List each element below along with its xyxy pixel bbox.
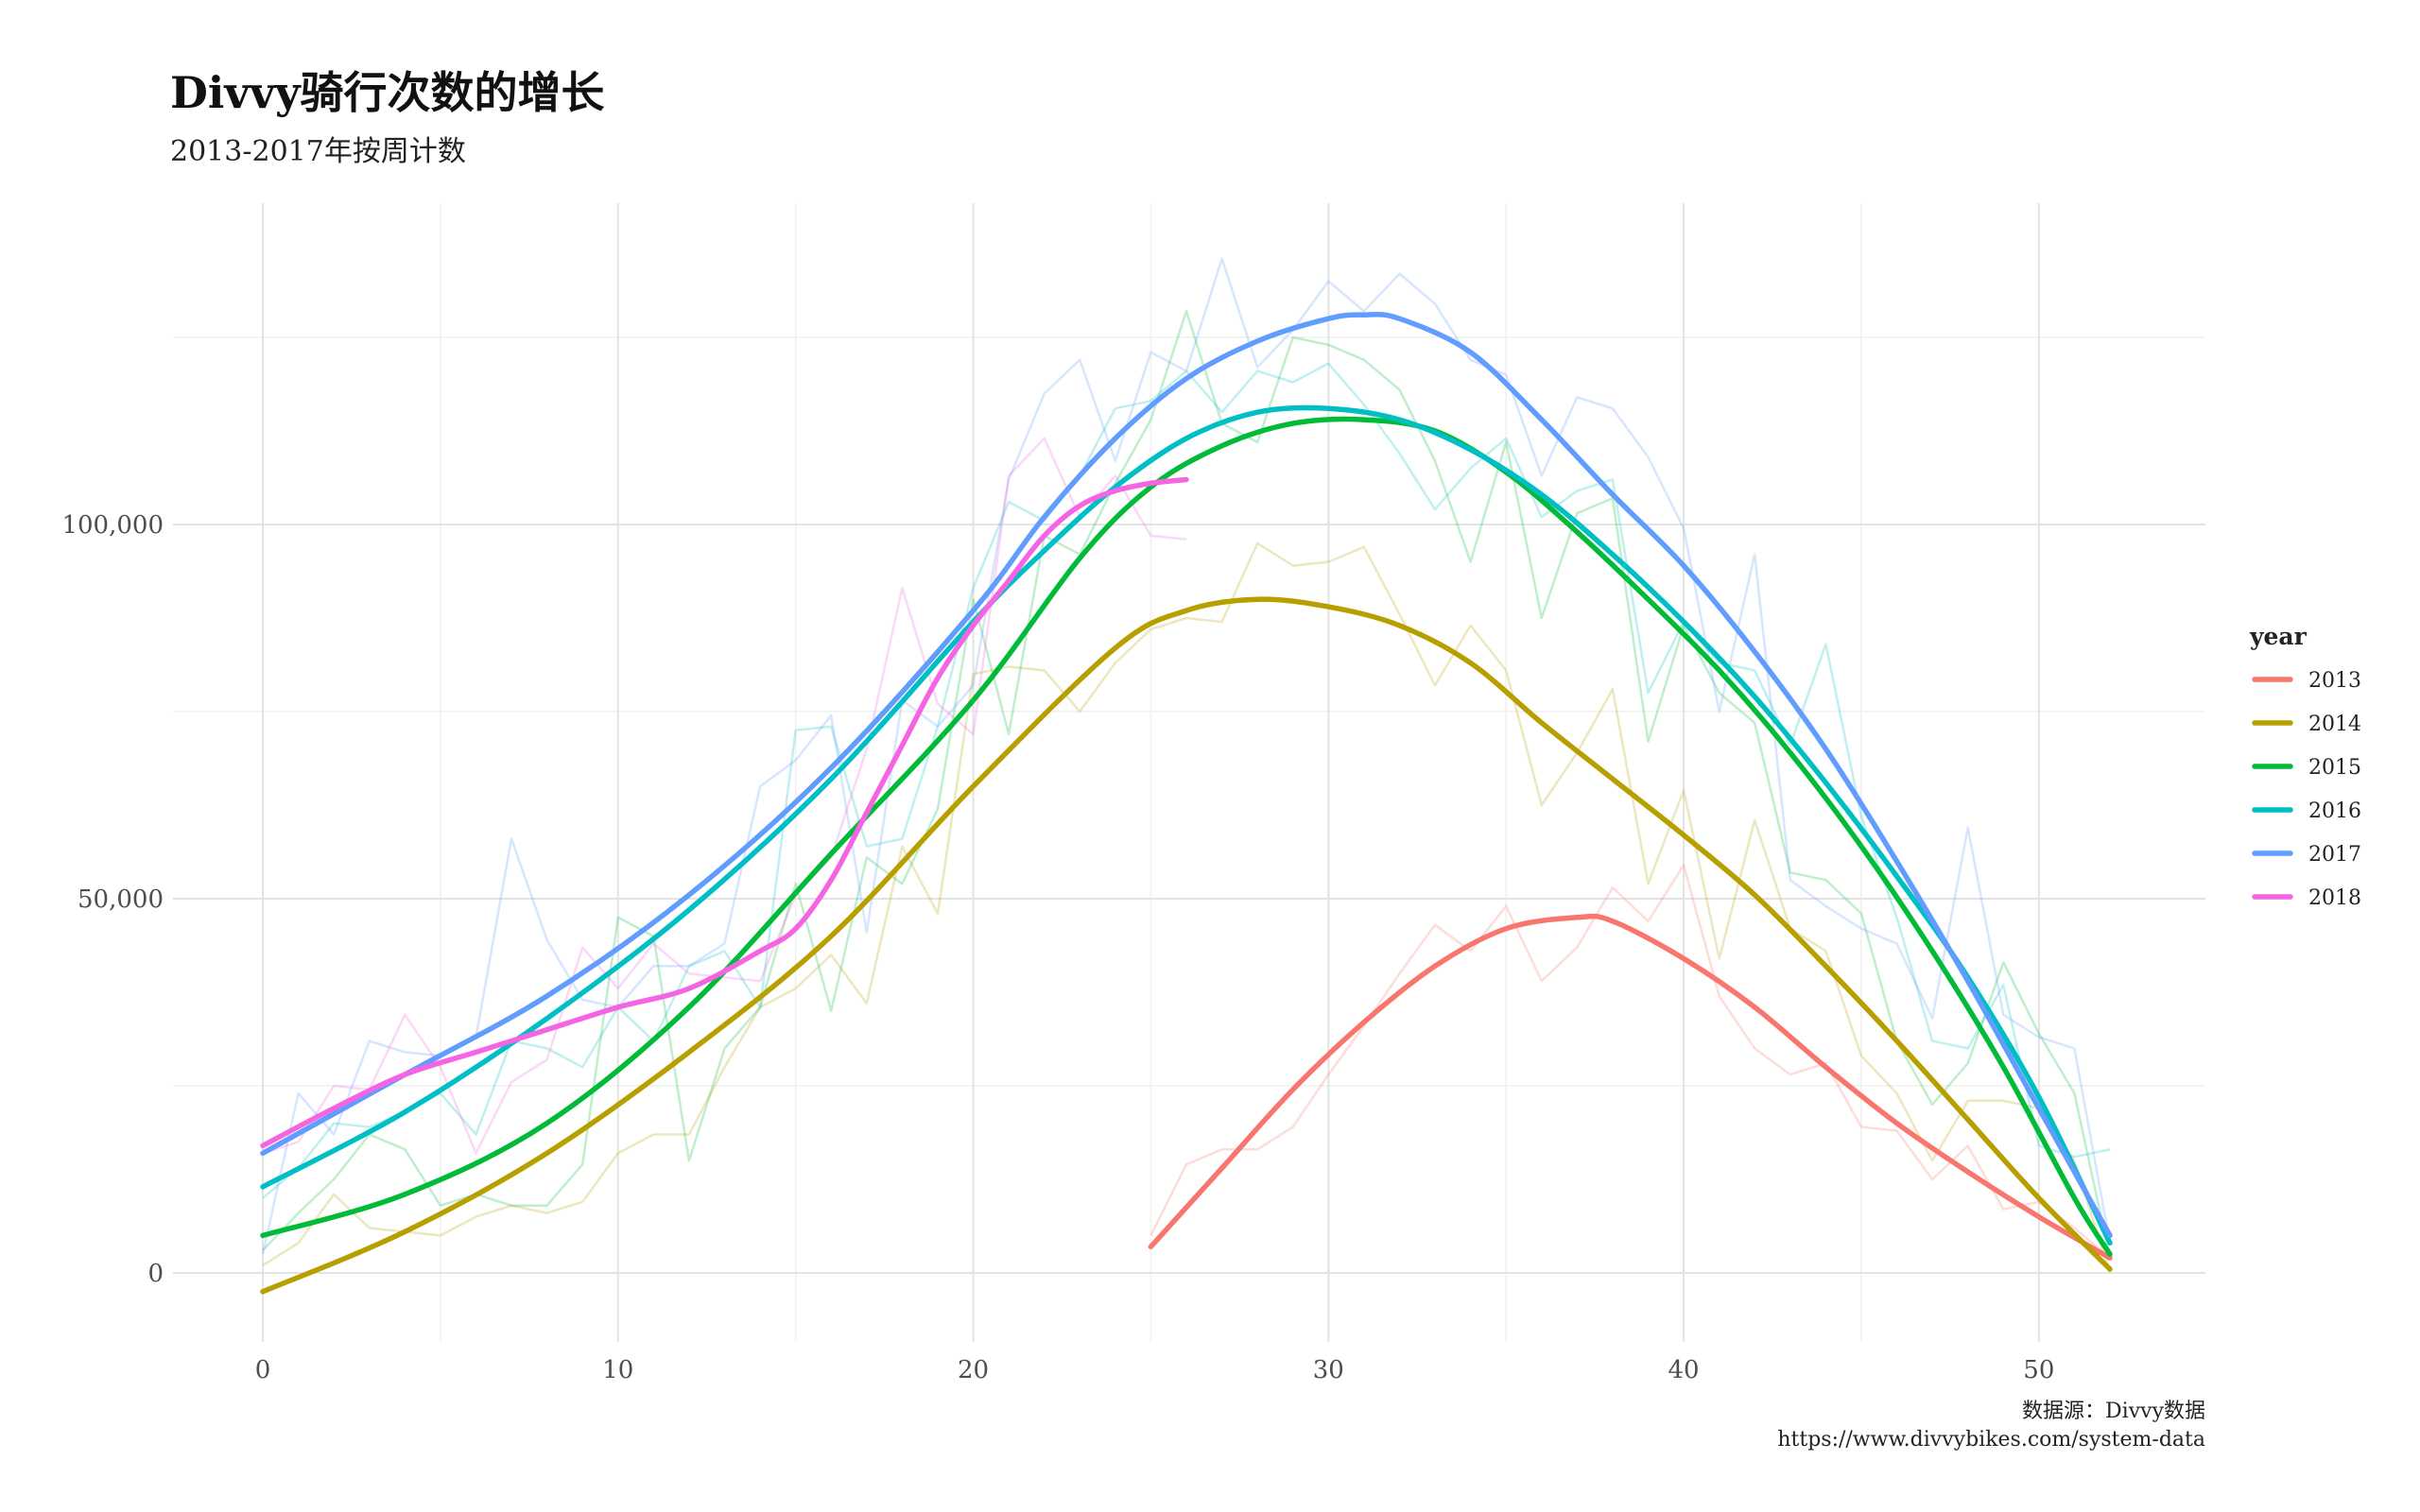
x-tick-label: 20: [958, 1356, 989, 1384]
trend-line-2016: [260, 404, 2113, 1246]
raw-line-2015: [262, 310, 2112, 1259]
x-tick-label: 30: [1313, 1356, 1344, 1384]
trend-line-2013: [1148, 913, 2113, 1261]
y-tick-label: 100,000: [61, 511, 164, 540]
legend-label-2015: 2015: [2308, 756, 2361, 780]
trend-line-2017: [260, 311, 2113, 1239]
caption-source: 数据源：Divvy数据: [2022, 1400, 2205, 1423]
legend-label-2013: 2013: [2308, 669, 2361, 693]
chart-subtitle: 2013-2017年按周计数: [170, 135, 466, 168]
x-tick-label: 50: [2023, 1356, 2054, 1384]
legend-title: year: [2249, 623, 2308, 650]
legend-label-2014: 2014: [2308, 713, 2361, 736]
legend-label-2016: 2016: [2308, 799, 2361, 823]
raw-line-2014: [262, 541, 2112, 1274]
caption-url: https://www.divvybikes.com/system-data: [1777, 1428, 2205, 1452]
y-axis-tick-labels: 0 50,000 100,000: [61, 511, 164, 1288]
legend-items: 2013 2014 2015 2016 2017 2018: [2252, 669, 2361, 910]
trend-line-2014: [260, 596, 2113, 1295]
x-tick-label: 0: [255, 1356, 271, 1384]
x-tick-label: 10: [602, 1356, 633, 1384]
trend-line-2015: [260, 416, 2113, 1257]
x-tick-label: 40: [1668, 1356, 1700, 1384]
trend-line-2018: [260, 476, 1189, 1149]
grid-lines: [173, 203, 2205, 1342]
smoothed-trend-lines: [260, 311, 2113, 1295]
raw-line-2018: [262, 437, 1187, 1155]
y-tick-label: 50,000: [78, 885, 164, 914]
legend-label-2017: 2017: [2308, 843, 2361, 867]
legend-label-2018: 2018: [2308, 886, 2361, 910]
legend: year 2013 2014 2015 2016 2017 2018: [2249, 623, 2361, 910]
x-axis-tick-labels: 0 10 20 30 40 50: [255, 1356, 2055, 1384]
y-tick-label: 0: [147, 1260, 164, 1288]
chart-title: Divvy骑行次数的增长: [170, 67, 605, 118]
